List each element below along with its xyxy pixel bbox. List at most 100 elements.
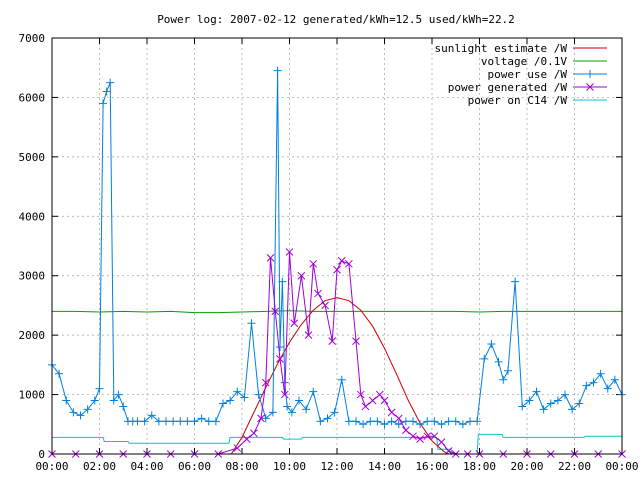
data-point [394, 414, 403, 423]
data-point [261, 414, 270, 423]
data-point [109, 396, 118, 405]
data-point [90, 396, 99, 405]
data-point [553, 396, 562, 405]
data-point [487, 340, 496, 349]
data-point [247, 319, 256, 328]
data-point [240, 393, 249, 402]
data-point [359, 420, 368, 429]
x-tick-label: 06:00 [178, 460, 211, 473]
series-2 [48, 66, 626, 429]
data-point [345, 259, 353, 268]
data-point [119, 402, 128, 411]
data-point [451, 417, 460, 426]
data-point [337, 375, 346, 384]
data-point [423, 432, 432, 441]
x-tick-label: 00:00 [35, 460, 68, 473]
data-point [321, 301, 329, 310]
data-point [416, 420, 425, 429]
legend-label: voltage /0.1V [481, 55, 567, 68]
x-tick-label: 02:00 [83, 460, 116, 473]
legend-marker [586, 83, 594, 91]
data-point [333, 265, 341, 274]
data-point [589, 378, 598, 387]
data-point [95, 384, 104, 393]
y-tick-label: 6000 [19, 91, 46, 104]
data-point [309, 387, 318, 396]
data-point [290, 319, 299, 328]
x-tick-label: 18:00 [463, 460, 496, 473]
data-point [197, 414, 206, 423]
data-point [283, 402, 292, 411]
data-point [287, 408, 296, 417]
data-point [211, 417, 220, 426]
data-point [437, 420, 446, 429]
data-point [380, 420, 389, 429]
data-point [511, 277, 520, 286]
data-point [154, 417, 163, 426]
data-point [83, 405, 92, 414]
data-point [582, 381, 591, 390]
data-point [285, 248, 294, 256]
data-point [76, 411, 85, 420]
data-point [430, 417, 439, 426]
data-point [356, 390, 365, 399]
legend-label: power on C14 /W [468, 94, 568, 107]
data-point [409, 417, 417, 426]
data-point [596, 369, 605, 378]
data-point [409, 432, 417, 441]
data-point [401, 417, 410, 426]
series-1 [52, 310, 622, 314]
data-point [257, 414, 265, 423]
data-point [304, 331, 313, 339]
data-point [387, 417, 396, 426]
data-point [532, 387, 541, 396]
data-point [147, 411, 156, 420]
data-point [55, 369, 64, 378]
data-point [561, 390, 569, 399]
data-point [423, 417, 432, 426]
data-point [466, 417, 474, 426]
data-point [278, 277, 287, 286]
x-tick-label: 22:00 [558, 460, 591, 473]
data-point [375, 390, 384, 399]
data-point [444, 447, 453, 455]
y-tick-label: 3000 [19, 270, 46, 283]
data-point [226, 396, 235, 405]
data-point [250, 429, 258, 438]
data-point [394, 420, 403, 429]
series-4 [52, 433, 622, 455]
data-point [176, 417, 185, 426]
data-point [242, 435, 251, 443]
data-point [273, 66, 282, 75]
y-tick-label: 0 [38, 448, 45, 461]
data-point [568, 405, 577, 414]
data-point [328, 337, 337, 345]
legend-label: power generated /W [448, 81, 568, 94]
data-point [373, 417, 382, 426]
data-point [204, 417, 213, 426]
x-tick-label: 14:00 [368, 460, 401, 473]
data-point [539, 405, 548, 414]
x-tick-label: 16:00 [415, 460, 448, 473]
data-point [169, 417, 178, 426]
data-point [473, 417, 482, 426]
legend-label: sunlight estimate /W [435, 42, 568, 55]
data-point [309, 259, 318, 268]
data-point [69, 408, 78, 417]
data-point [518, 402, 527, 411]
data-point [99, 99, 108, 108]
series-line [230, 297, 449, 455]
data-point [575, 399, 584, 408]
data-point [233, 444, 242, 452]
data-point [344, 417, 353, 426]
data-point [62, 396, 71, 405]
y-tick-label: 5000 [19, 151, 46, 164]
x-tick-label: 20:00 [510, 460, 543, 473]
data-point [387, 408, 396, 417]
data-point [271, 307, 280, 316]
series-line [52, 251, 622, 455]
